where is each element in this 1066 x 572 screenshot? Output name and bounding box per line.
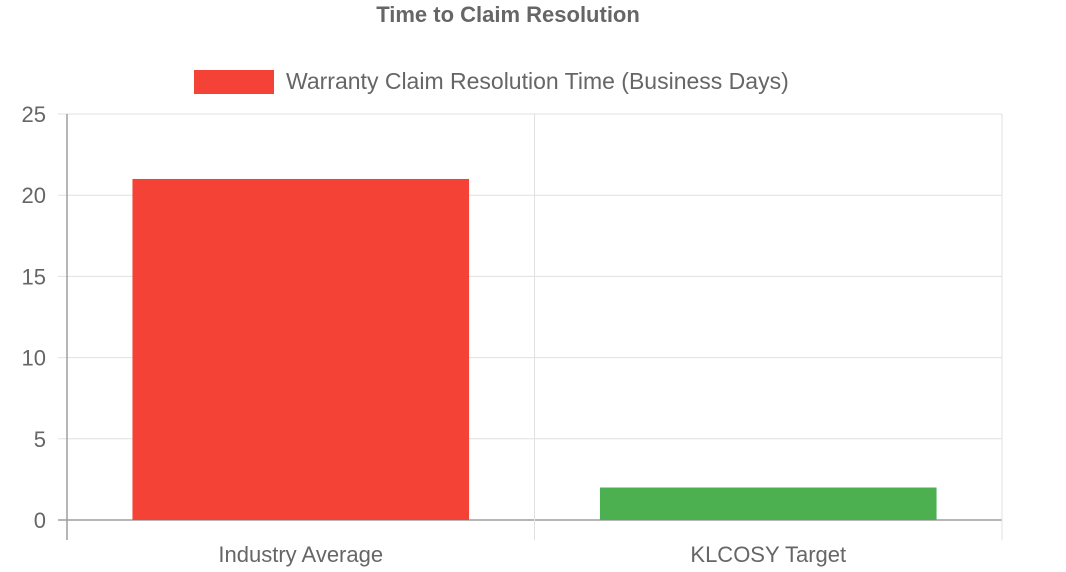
y-tick-label: 20	[22, 183, 46, 208]
x-tick-label: Industry Average	[218, 542, 383, 567]
y-tick-label: 5	[34, 427, 46, 452]
y-tick-label: 15	[22, 264, 46, 289]
chart-title: Time to Claim Resolution	[376, 2, 640, 27]
x-axis-ticks: Industry Average KLCOSY Target	[218, 542, 846, 567]
x-tick-label: KLCOSY Target	[690, 542, 846, 567]
y-tick-label: 10	[22, 346, 46, 371]
legend-swatch	[194, 70, 274, 94]
legend-label: Warranty Claim Resolution Time (Business…	[286, 68, 789, 94]
bars	[132, 178, 937, 520]
legend[interactable]: Warranty Claim Resolution Time (Business…	[194, 68, 789, 94]
y-axis-ticks: 0 5 10 15 20 25	[22, 102, 46, 533]
y-tick-label: 25	[22, 102, 46, 127]
bar[interactable]	[132, 178, 470, 520]
y-tick-label: 0	[34, 508, 46, 533]
bar[interactable]	[599, 487, 937, 520]
